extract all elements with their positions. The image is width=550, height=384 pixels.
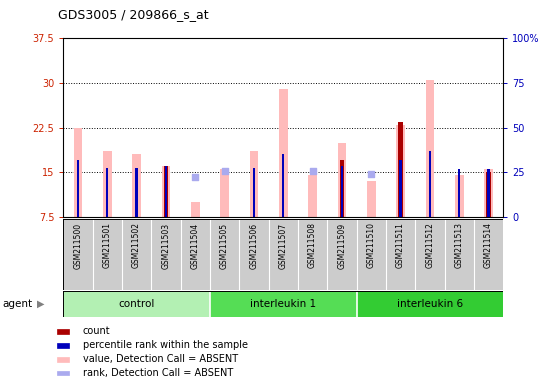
Bar bbox=[279, 89, 288, 217]
Text: GSM211502: GSM211502 bbox=[132, 222, 141, 268]
Bar bbox=[398, 122, 403, 217]
Text: GSM211509: GSM211509 bbox=[337, 222, 346, 268]
Text: GSM211504: GSM211504 bbox=[191, 222, 200, 268]
Bar bbox=[191, 202, 200, 217]
Text: control: control bbox=[118, 299, 155, 309]
Text: value, Detection Call = ABSENT: value, Detection Call = ABSENT bbox=[82, 354, 238, 364]
Bar bbox=[162, 166, 170, 217]
Bar bbox=[367, 181, 376, 217]
Text: interleukin 6: interleukin 6 bbox=[397, 299, 463, 309]
Bar bbox=[338, 142, 346, 217]
Bar bbox=[122, 219, 151, 290]
Bar bbox=[77, 161, 79, 217]
Bar bbox=[415, 219, 444, 290]
Bar bbox=[106, 167, 108, 217]
Bar bbox=[57, 357, 69, 361]
Bar bbox=[474, 219, 503, 290]
Bar bbox=[444, 219, 474, 290]
Bar bbox=[92, 219, 122, 290]
Bar bbox=[151, 219, 180, 290]
Bar bbox=[487, 169, 490, 217]
Text: rank, Detection Call = ABSENT: rank, Detection Call = ABSENT bbox=[82, 368, 233, 378]
Bar bbox=[341, 166, 343, 217]
Point bbox=[308, 168, 317, 174]
Bar bbox=[458, 169, 460, 217]
Point bbox=[191, 174, 200, 180]
Point bbox=[367, 170, 376, 177]
Bar bbox=[356, 291, 503, 317]
Bar bbox=[386, 219, 415, 290]
Bar bbox=[164, 166, 168, 217]
Bar bbox=[103, 152, 112, 217]
Bar bbox=[180, 219, 210, 290]
Text: GSM211500: GSM211500 bbox=[73, 222, 82, 268]
Text: GSM211501: GSM211501 bbox=[103, 222, 112, 268]
Text: GSM211510: GSM211510 bbox=[367, 222, 376, 268]
Text: percentile rank within the sample: percentile rank within the sample bbox=[82, 340, 248, 350]
Bar bbox=[253, 167, 255, 217]
Text: GSM211503: GSM211503 bbox=[161, 222, 170, 268]
Bar bbox=[210, 291, 356, 317]
Text: GSM211507: GSM211507 bbox=[279, 222, 288, 268]
Bar bbox=[63, 291, 210, 317]
Bar bbox=[57, 343, 69, 348]
Bar bbox=[74, 127, 82, 217]
Bar bbox=[455, 175, 464, 217]
Text: GSM211505: GSM211505 bbox=[220, 222, 229, 268]
Text: GSM211513: GSM211513 bbox=[455, 222, 464, 268]
Text: GSM211508: GSM211508 bbox=[308, 222, 317, 268]
Bar bbox=[268, 219, 298, 290]
Text: GDS3005 / 209866_s_at: GDS3005 / 209866_s_at bbox=[58, 8, 208, 21]
Bar bbox=[484, 169, 493, 217]
Bar bbox=[298, 219, 327, 290]
Bar bbox=[220, 169, 229, 217]
Point bbox=[220, 168, 229, 174]
Bar bbox=[327, 219, 356, 290]
Bar bbox=[308, 175, 317, 217]
Bar bbox=[340, 161, 344, 217]
Bar bbox=[250, 152, 258, 217]
Bar bbox=[57, 371, 69, 376]
Text: interleukin 1: interleukin 1 bbox=[250, 299, 316, 309]
Bar bbox=[396, 125, 405, 217]
Bar bbox=[486, 172, 491, 217]
Bar bbox=[135, 167, 138, 217]
Bar bbox=[426, 80, 434, 217]
Bar bbox=[210, 219, 239, 290]
Bar bbox=[239, 219, 268, 290]
Bar bbox=[165, 166, 167, 217]
Text: GSM211512: GSM211512 bbox=[425, 222, 435, 268]
Bar bbox=[356, 219, 386, 290]
Text: ▶: ▶ bbox=[37, 299, 45, 309]
Bar bbox=[429, 152, 431, 217]
Text: GSM211511: GSM211511 bbox=[396, 222, 405, 268]
Text: GSM211506: GSM211506 bbox=[249, 222, 258, 268]
Bar bbox=[282, 154, 284, 217]
Bar bbox=[63, 219, 92, 290]
Text: GSM211514: GSM211514 bbox=[484, 222, 493, 268]
Bar bbox=[399, 161, 402, 217]
Text: agent: agent bbox=[3, 299, 33, 309]
Bar bbox=[132, 154, 141, 217]
Text: count: count bbox=[82, 326, 110, 336]
Bar bbox=[57, 329, 69, 334]
